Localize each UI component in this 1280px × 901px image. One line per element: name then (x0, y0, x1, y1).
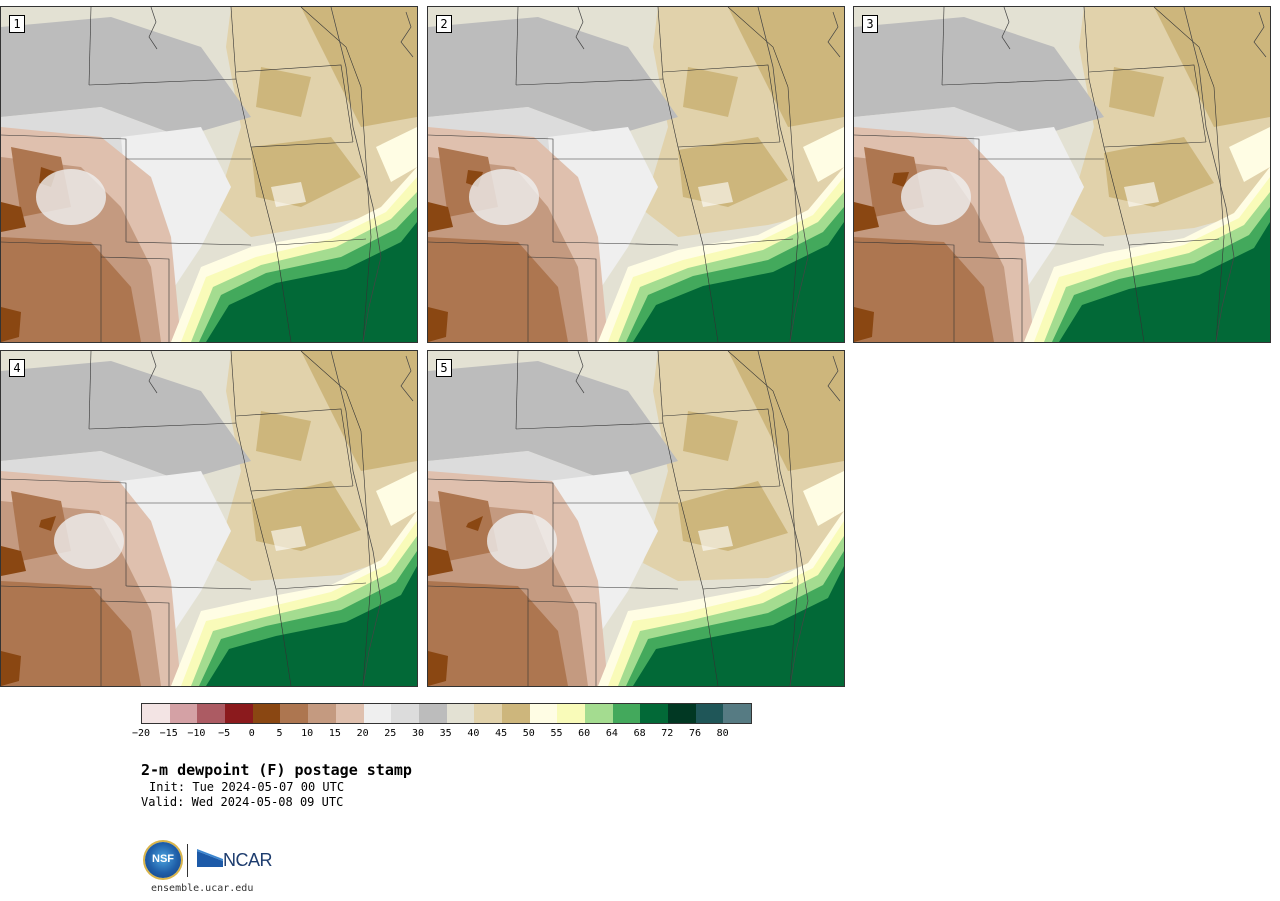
colorbar-tick: 55 (550, 728, 563, 739)
colorbar-tick: 80 (716, 728, 729, 739)
colorbar-swatch (585, 704, 613, 723)
colorbar-tick: 64 (605, 728, 618, 739)
stamp-panel-4: 4 (0, 350, 418, 687)
colorbar-tick: 10 (301, 728, 314, 739)
member-label-4: 4 (9, 359, 25, 377)
dewpoint-map-4 (1, 351, 417, 686)
stamp-panel-3: 3 (853, 6, 1271, 343)
site-url: ensemble.ucar.edu (151, 883, 254, 894)
valid-time: Valid: Wed 2024-05-08 09 UTC (141, 795, 344, 809)
dewpoint-colorbar (141, 703, 753, 724)
colorbar-swatch (391, 704, 419, 723)
member-label-5: 5 (436, 359, 452, 377)
dewpoint-map-1 (1, 7, 417, 342)
colorbar-tick-labels: −20 −15 −10 −5 0 5 10 15 20 25 30 35 40 45 50 55 60 64 68 7… (132, 728, 781, 742)
dewpoint-map-2 (428, 7, 844, 342)
figure-title: 2-m dewpoint (F) postage stamp (141, 761, 412, 779)
colorbar-tick: 25 (384, 728, 397, 739)
nsf-logo-icon (145, 842, 181, 878)
colorbar-tick: 45 (495, 728, 508, 739)
nsf-logo-text: NSF (152, 853, 174, 865)
colorbar-tick: −15 (159, 728, 178, 739)
member-label-2: 2 (436, 15, 452, 33)
init-time: Init: Tue 2024-05-07 00 UTC (149, 780, 345, 794)
colorbar-swatch (474, 704, 502, 723)
colorbar-tick: −5 (218, 728, 231, 739)
dewpoint-map-3 (854, 7, 1270, 342)
colorbar-swatch (612, 704, 641, 723)
colorbar-tick: 35 (439, 728, 452, 739)
colorbar-tick: 30 (411, 728, 425, 739)
stamp-panel-5: 5 (427, 350, 845, 687)
member-label-3: 3 (862, 15, 878, 33)
stamp-panel-2: 2 (427, 6, 845, 343)
colorbar-swatch (557, 704, 585, 723)
colorbar-tick: −20 (131, 728, 151, 739)
colorbar-tick: 5 (276, 728, 283, 739)
colorbar-swatch (225, 704, 253, 723)
colorbar-tick: 76 (688, 728, 702, 739)
colorbar-swatch (142, 704, 170, 723)
member-label-1: 1 (9, 15, 25, 33)
colorbar-swatch (197, 704, 226, 723)
colorbar-swatch (363, 704, 392, 723)
colorbar-swatch (169, 704, 198, 723)
stamp-panel-1: 1 (0, 6, 418, 343)
colorbar-tick: 0 (248, 728, 255, 739)
ncar-logo-icon (197, 849, 223, 867)
colorbar-tick: 20 (356, 728, 369, 739)
ncar-logo-text: NCAR (223, 850, 273, 870)
colorbar-swatch (529, 704, 558, 723)
colorbar-tick: 50 (522, 728, 535, 739)
colorbar-tick: 15 (328, 728, 341, 739)
colorbar-swatch (335, 704, 364, 723)
colorbar-swatch (640, 704, 669, 723)
colorbar-swatch (446, 704, 475, 723)
colorbar-tick: 40 (467, 728, 480, 739)
logo-divider (187, 844, 188, 877)
dewpoint-map-5 (428, 351, 844, 686)
colorbar-swatch (695, 704, 724, 723)
colorbar-swatch (668, 704, 696, 723)
colorbar-tick: 68 (633, 728, 646, 739)
colorbar-swatch (418, 704, 447, 723)
colorbar-swatch (308, 704, 336, 723)
colorbar-swatch (723, 704, 752, 723)
colorbar-swatch (252, 704, 281, 723)
sponsor-logos: NSF NCAR (145, 842, 275, 880)
colorbar-swatch (280, 704, 309, 723)
colorbar-tick: −10 (187, 728, 206, 739)
colorbar-tick: 60 (578, 728, 591, 739)
colorbar-tick: 72 (661, 728, 674, 739)
colorbar-swatch (501, 704, 530, 723)
